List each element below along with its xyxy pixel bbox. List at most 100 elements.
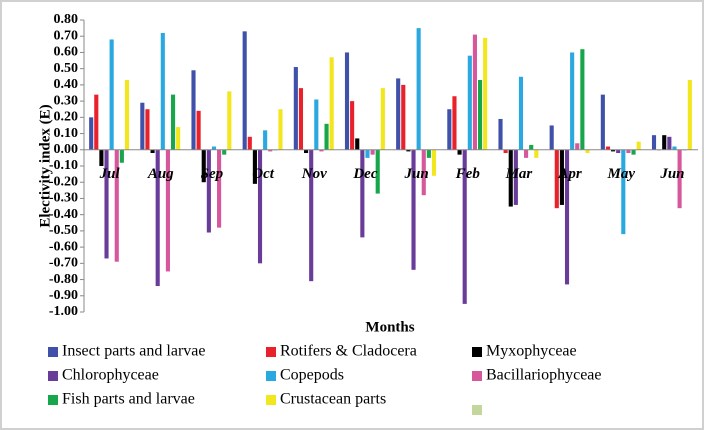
legend-swatch [266,395,276,405]
bar [222,149,227,155]
legend-swatch [266,347,276,357]
x-tick-label: Jun [403,166,428,182]
bar [631,149,636,155]
bar [355,138,360,150]
x-tick-label: Aug [147,166,174,182]
y-tick-label: -0.10 [49,158,78,173]
y-tick-label: 0.10 [54,126,79,141]
x-tick-label: Mar [505,166,533,182]
y-tick-label: -0.70 [49,256,78,271]
bar [150,149,155,154]
bar [298,88,304,150]
bar [145,109,150,150]
y-tick-label: 0.60 [54,45,79,60]
bar [114,149,119,262]
legend-swatch [48,395,58,405]
y-tick-label: 0.80 [54,12,79,27]
bar [564,149,570,285]
bar [406,149,411,152]
bar [211,146,217,150]
bar [447,109,452,150]
y-tick-label: 0.20 [54,110,79,125]
legend-swatch [472,371,482,381]
bar [549,125,554,150]
y-tick-label: -0.40 [49,207,78,222]
bar [380,88,385,150]
y-tick-label: -0.60 [49,239,78,254]
bar [626,149,631,154]
x-tick-label: Oct [252,166,274,182]
bar [165,149,170,272]
y-tick-label: -0.50 [49,223,78,238]
legend-label: Fish parts and larvae [62,391,195,408]
bar [498,118,503,150]
bar [247,136,252,150]
bar [467,55,472,150]
bar [176,127,181,150]
x-tick-label: Apr [557,166,582,182]
bar [452,96,457,150]
legend-swatch [472,405,482,415]
bar [529,144,534,150]
bar [518,76,524,150]
bar [350,101,355,150]
bar [534,149,539,158]
bar [575,143,580,150]
bar [651,135,657,150]
bar [570,52,575,150]
legend-label: Crustacean parts [280,391,386,408]
bar [554,149,559,209]
bar [370,149,375,155]
bar [636,141,641,150]
bar [170,94,176,150]
bar [672,146,677,150]
y-axis-title: Electivity index (E) [37,104,53,227]
bar [329,57,334,150]
bar [457,149,462,155]
bar [124,80,130,150]
legend-label: Bacillariophyceae [486,367,602,384]
bar [257,149,263,264]
bar [600,94,605,150]
y-tick-label: 0.40 [54,77,79,92]
bar [401,84,406,150]
x-tick-label: Feb [455,166,481,182]
bar [605,146,611,150]
bar [160,32,165,150]
bar [483,37,488,150]
x-tick-label: Jun [659,166,684,182]
bar [99,149,104,166]
bar [304,149,309,154]
y-tick-label: -0.90 [49,288,78,303]
x-tick-label: Sep [201,166,224,182]
x-tick-label: Nov [301,166,327,182]
bar [513,149,518,205]
bar [662,135,667,150]
legend-swatch [48,347,58,357]
bar [503,149,508,154]
legend-label: Myxophyceae [486,343,577,360]
legend-swatch [48,371,58,381]
bar [242,31,247,150]
bar [324,123,329,150]
bar [263,130,268,150]
bar [278,109,283,150]
bar [477,80,483,150]
bar [580,49,585,150]
x-tick-label: May [607,166,636,182]
bar [268,149,273,152]
bar [616,149,621,154]
y-tick-label: -0.30 [49,191,78,206]
bar [508,149,513,207]
bar [375,149,380,194]
bar [687,80,692,150]
bar [472,34,477,150]
y-tick-label: -0.80 [49,272,78,287]
bar [611,149,616,152]
bar [94,94,99,150]
legend-swatch [472,347,482,357]
bar [191,70,196,150]
y-tick-label: 0.70 [54,28,79,43]
bar [416,28,421,150]
